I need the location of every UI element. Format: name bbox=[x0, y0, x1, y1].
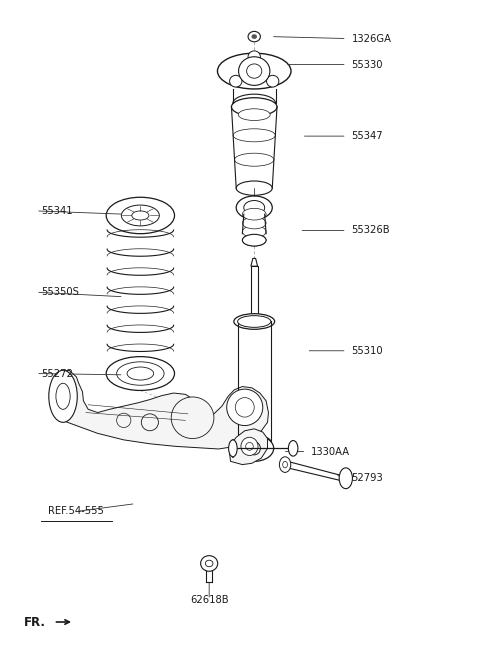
Ellipse shape bbox=[283, 461, 288, 468]
Ellipse shape bbox=[288, 441, 298, 456]
Ellipse shape bbox=[241, 438, 258, 455]
Text: 55341: 55341 bbox=[41, 206, 72, 216]
Ellipse shape bbox=[242, 234, 266, 246]
Ellipse shape bbox=[217, 53, 291, 89]
Ellipse shape bbox=[238, 109, 270, 121]
Ellipse shape bbox=[236, 181, 272, 195]
Text: 55347: 55347 bbox=[351, 131, 383, 141]
Ellipse shape bbox=[235, 154, 274, 166]
Ellipse shape bbox=[106, 197, 175, 234]
Text: 1330AA: 1330AA bbox=[311, 447, 350, 457]
Ellipse shape bbox=[132, 211, 149, 220]
Ellipse shape bbox=[236, 196, 272, 219]
Ellipse shape bbox=[238, 316, 271, 327]
Ellipse shape bbox=[242, 226, 266, 237]
Text: 55330: 55330 bbox=[351, 60, 383, 70]
Ellipse shape bbox=[242, 217, 266, 229]
Ellipse shape bbox=[117, 362, 164, 385]
Ellipse shape bbox=[127, 367, 154, 380]
Ellipse shape bbox=[228, 440, 237, 457]
Text: 55326B: 55326B bbox=[351, 226, 390, 236]
Polygon shape bbox=[229, 429, 267, 464]
Text: 1326GA: 1326GA bbox=[351, 33, 392, 43]
Ellipse shape bbox=[248, 31, 261, 42]
Text: FR.: FR. bbox=[24, 615, 46, 628]
Ellipse shape bbox=[252, 35, 257, 39]
Ellipse shape bbox=[227, 389, 263, 426]
Ellipse shape bbox=[201, 556, 218, 571]
Text: 55272: 55272 bbox=[41, 369, 72, 379]
Ellipse shape bbox=[141, 414, 158, 431]
Ellipse shape bbox=[266, 75, 279, 87]
Ellipse shape bbox=[244, 201, 264, 215]
Text: 52793: 52793 bbox=[351, 472, 383, 483]
Text: 55310: 55310 bbox=[351, 346, 383, 356]
Ellipse shape bbox=[106, 357, 175, 390]
Text: REF.54-555: REF.54-555 bbox=[48, 506, 104, 516]
Ellipse shape bbox=[248, 51, 261, 62]
Ellipse shape bbox=[235, 398, 254, 417]
Polygon shape bbox=[251, 258, 258, 266]
Ellipse shape bbox=[235, 436, 274, 461]
Ellipse shape bbox=[248, 442, 261, 455]
Text: 55350S: 55350S bbox=[41, 287, 79, 297]
Bar bbox=[251, 266, 258, 321]
Ellipse shape bbox=[238, 436, 271, 448]
Ellipse shape bbox=[49, 370, 77, 422]
Ellipse shape bbox=[242, 234, 266, 246]
Text: 62618B: 62618B bbox=[190, 595, 228, 605]
Ellipse shape bbox=[56, 383, 70, 409]
Ellipse shape bbox=[231, 98, 277, 116]
Polygon shape bbox=[49, 370, 268, 449]
Ellipse shape bbox=[117, 413, 131, 428]
Ellipse shape bbox=[229, 75, 242, 87]
Ellipse shape bbox=[239, 57, 270, 85]
Ellipse shape bbox=[246, 443, 253, 450]
Ellipse shape bbox=[242, 209, 266, 220]
Ellipse shape bbox=[279, 457, 291, 472]
Ellipse shape bbox=[233, 94, 276, 112]
Ellipse shape bbox=[121, 205, 159, 226]
Ellipse shape bbox=[339, 468, 352, 489]
Ellipse shape bbox=[247, 64, 262, 78]
Ellipse shape bbox=[234, 314, 275, 329]
Ellipse shape bbox=[233, 129, 276, 142]
Ellipse shape bbox=[171, 397, 214, 439]
Ellipse shape bbox=[205, 560, 213, 567]
FancyArrowPatch shape bbox=[56, 620, 69, 625]
